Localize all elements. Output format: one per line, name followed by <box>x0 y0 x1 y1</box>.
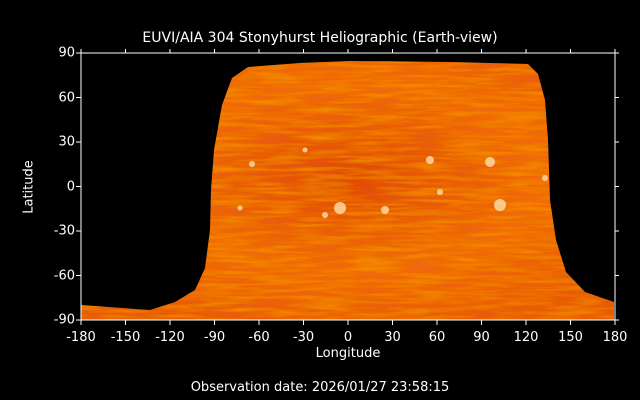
x-tick-label: 90 <box>473 330 490 345</box>
x-tick-label: 0 <box>343 330 353 345</box>
x-tick-label: 60 <box>428 330 446 345</box>
x-tick-label: -180 <box>66 330 96 345</box>
map-title: EUVI/AIA 304 Stonyhurst Heliographic (Ea… <box>142 30 498 46</box>
y-tick-label: 0 <box>66 179 75 194</box>
x-tick-label: 30 <box>384 330 401 345</box>
x-tick-label: -150 <box>110 330 141 345</box>
x-tick-label: -30 <box>292 330 315 345</box>
y-tick-label: 30 <box>58 134 75 150</box>
x-tick-label: 150 <box>558 330 583 345</box>
y-tick-label: -30 <box>53 223 75 239</box>
plot-frame <box>76 49 619 325</box>
y-axis-label: Latitude <box>21 160 37 214</box>
x-tick-label: 120 <box>513 330 539 345</box>
active-regions <box>237 147 548 218</box>
x-tick-label: -90 <box>203 330 226 345</box>
x-tick-label: -60 <box>248 330 270 345</box>
y-tick-label: 90 <box>58 45 75 61</box>
x-tick-label: -120 <box>155 330 185 345</box>
x-axis-label: Longitude <box>315 346 381 361</box>
y-tick-label: -90 <box>53 312 75 328</box>
y-tick-label: -60 <box>53 268 75 283</box>
x-tick-label: 180 <box>602 330 628 345</box>
sun-surface-map <box>81 61 614 320</box>
observation-date: Observation date: 2026/01/27 23:58:15 <box>190 380 450 395</box>
y-tick-label: 60 <box>58 90 75 105</box>
